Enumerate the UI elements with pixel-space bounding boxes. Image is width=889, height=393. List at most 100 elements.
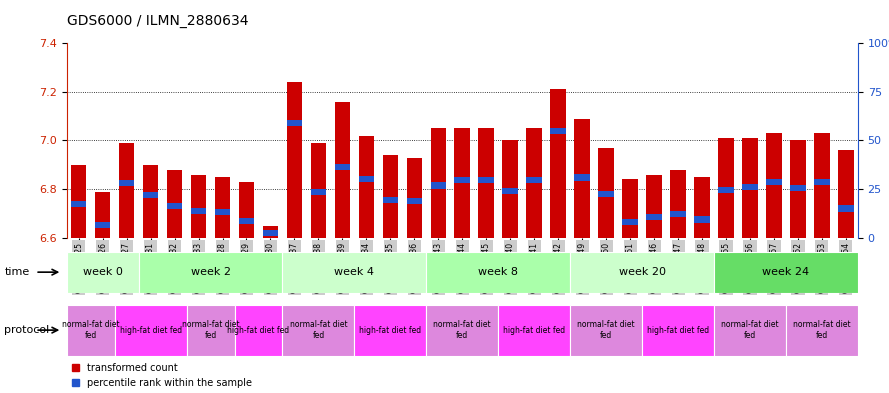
Bar — [718, 138, 733, 238]
Text: week 2: week 2 — [190, 267, 230, 277]
Bar — [742, 184, 757, 190]
Bar — [119, 180, 134, 185]
Bar — [718, 187, 733, 193]
Bar — [478, 129, 494, 238]
Text: high-fat diet fed: high-fat diet fed — [359, 326, 421, 334]
Bar — [550, 90, 566, 238]
Text: week 24: week 24 — [763, 267, 810, 277]
Bar — [262, 230, 278, 236]
Text: normal-fat diet
fed: normal-fat diet fed — [181, 320, 239, 340]
Text: week 4: week 4 — [334, 267, 374, 277]
Bar — [334, 163, 350, 170]
Bar — [598, 148, 614, 238]
Bar — [526, 177, 542, 183]
Bar — [67, 252, 139, 293]
Bar — [646, 214, 662, 220]
Bar — [598, 191, 614, 197]
Bar — [622, 219, 638, 225]
Bar — [310, 189, 326, 195]
Text: high-fat diet fed: high-fat diet fed — [503, 326, 565, 334]
Bar — [167, 170, 182, 238]
Bar — [526, 129, 542, 238]
Bar — [430, 129, 446, 238]
Text: normal-fat diet
fed: normal-fat diet fed — [793, 320, 851, 340]
Bar — [498, 305, 570, 356]
Bar — [814, 180, 829, 185]
Bar — [430, 182, 446, 189]
Bar — [235, 305, 283, 356]
Text: normal-fat diet
fed: normal-fat diet fed — [721, 320, 779, 340]
Bar — [358, 176, 374, 182]
Legend: transformed count, percentile rank within the sample: transformed count, percentile rank withi… — [71, 363, 252, 388]
Bar — [642, 305, 714, 356]
Bar — [143, 165, 158, 238]
Bar — [427, 252, 570, 293]
Text: normal-fat diet
fed: normal-fat diet fed — [434, 320, 491, 340]
Bar — [239, 218, 254, 224]
Bar — [283, 252, 427, 293]
Bar — [95, 222, 110, 228]
Bar — [574, 119, 590, 238]
Bar — [191, 174, 206, 238]
Bar — [143, 191, 158, 198]
Text: week 0: week 0 — [83, 267, 123, 277]
Bar — [67, 305, 115, 356]
Bar — [406, 198, 422, 204]
Bar — [139, 252, 283, 293]
Bar — [358, 136, 374, 238]
Bar — [215, 209, 230, 215]
Bar — [670, 170, 685, 238]
Bar — [502, 141, 518, 238]
Bar — [115, 305, 187, 356]
Bar — [766, 133, 781, 238]
Bar — [310, 143, 326, 238]
Bar — [694, 217, 709, 222]
Bar — [406, 158, 422, 238]
Text: high-fat diet fed: high-fat diet fed — [228, 326, 290, 334]
Bar — [239, 182, 254, 238]
Text: high-fat diet fed: high-fat diet fed — [647, 326, 709, 334]
Text: time: time — [4, 267, 29, 277]
Bar — [694, 177, 709, 238]
Bar — [790, 185, 805, 191]
Text: protocol: protocol — [4, 325, 50, 335]
Bar — [286, 82, 302, 238]
Bar — [286, 119, 302, 126]
Bar — [838, 150, 853, 238]
Bar — [622, 180, 638, 238]
Bar — [119, 143, 134, 238]
Bar — [670, 211, 685, 217]
Bar — [814, 133, 829, 238]
Bar — [95, 191, 110, 238]
Bar — [167, 203, 182, 209]
Bar — [71, 201, 86, 207]
Bar — [550, 128, 566, 134]
Text: week 20: week 20 — [619, 267, 666, 277]
Bar — [766, 180, 781, 185]
Text: GDS6000 / ILMN_2880634: GDS6000 / ILMN_2880634 — [67, 14, 248, 28]
Bar — [191, 208, 206, 214]
Bar — [262, 226, 278, 238]
Bar — [742, 138, 757, 238]
Bar — [427, 305, 498, 356]
Bar — [355, 305, 427, 356]
Bar — [382, 155, 398, 238]
Bar — [838, 206, 853, 211]
Text: high-fat diet fed: high-fat diet fed — [119, 326, 181, 334]
Bar — [187, 305, 235, 356]
Bar — [454, 177, 470, 183]
Bar — [646, 174, 662, 238]
Bar — [478, 177, 494, 183]
Bar — [574, 174, 590, 180]
Bar — [570, 252, 714, 293]
Bar — [570, 305, 642, 356]
Bar — [454, 129, 470, 238]
Text: week 8: week 8 — [478, 267, 518, 277]
Bar — [502, 188, 518, 194]
Bar — [714, 252, 858, 293]
Bar — [382, 197, 398, 203]
Bar — [283, 305, 355, 356]
Bar — [334, 102, 350, 238]
Bar — [71, 165, 86, 238]
Text: normal-fat diet
fed: normal-fat diet fed — [577, 320, 635, 340]
